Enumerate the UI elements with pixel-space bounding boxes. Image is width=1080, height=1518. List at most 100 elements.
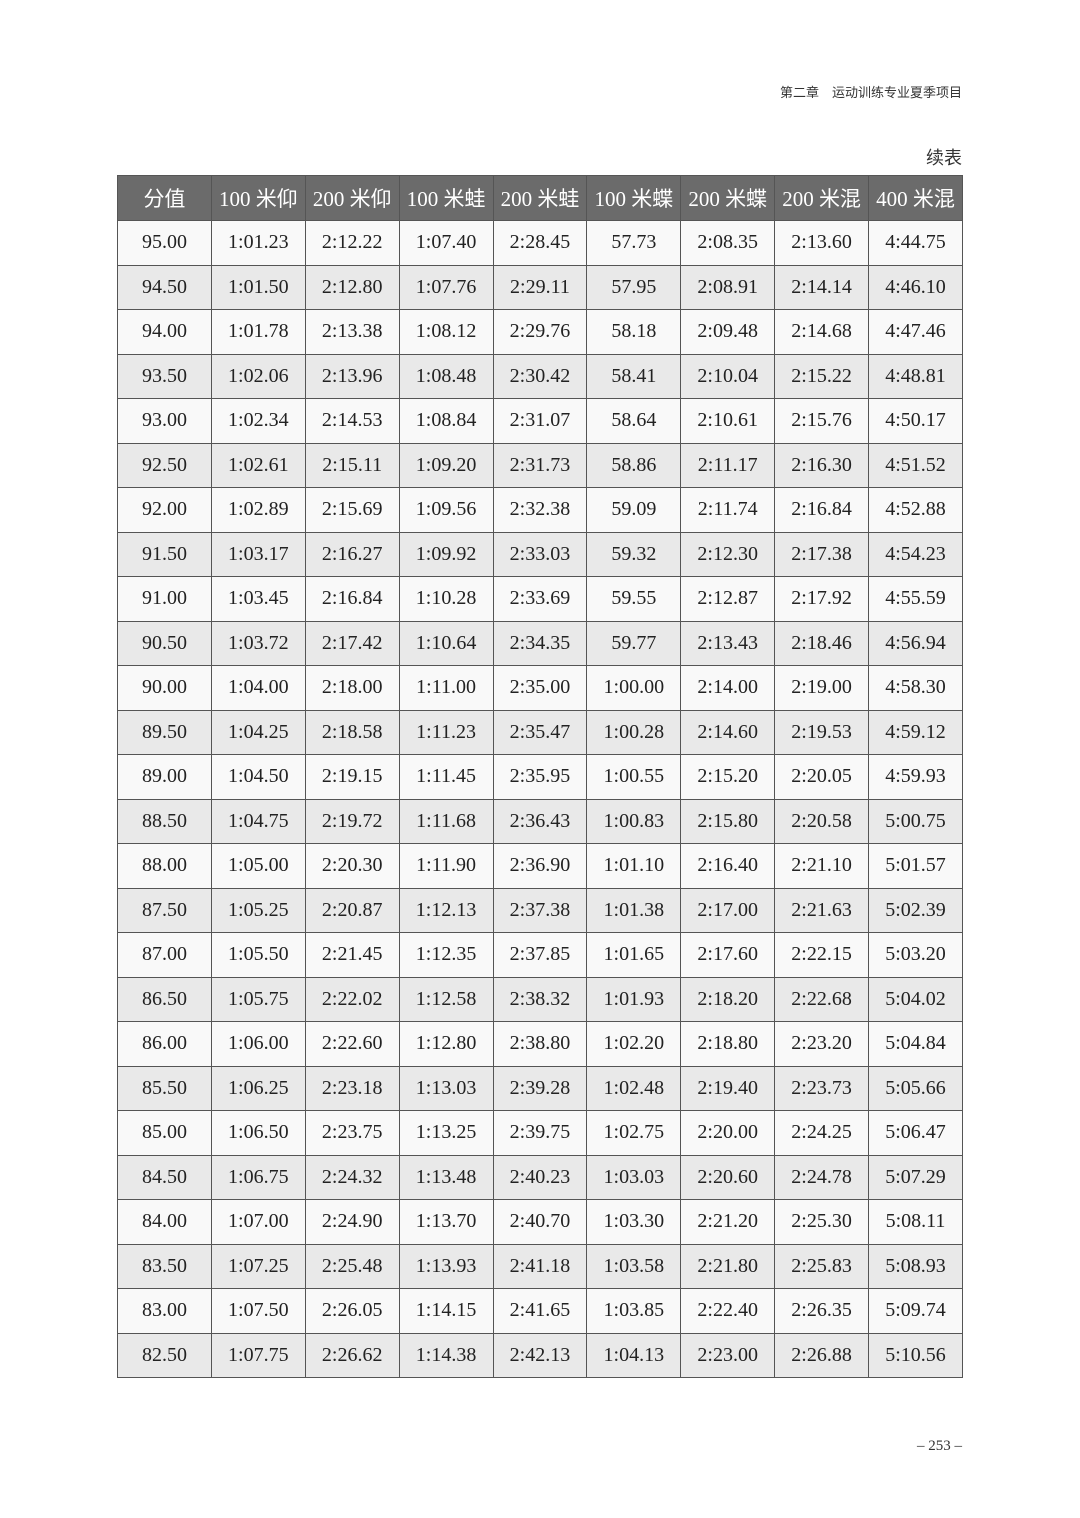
time-cell: 2:32.38	[492, 487, 588, 533]
time-cell: 1:04.25	[210, 709, 306, 755]
time-cell: 2:14.68	[774, 309, 869, 355]
time-cell: 4:55.59	[868, 576, 963, 622]
table-row: 92.50 1:02.61 2:15.11 1:09.20 2:31.73 58.86 2:…	[117, 442, 963, 488]
time-cell: 59.32	[586, 531, 682, 577]
score-cell: 93.50	[117, 353, 212, 399]
time-cell: 4:46.10	[868, 264, 963, 310]
time-cell: 2:24.32	[304, 1154, 400, 1200]
time-cell: 2:17.38	[774, 531, 869, 577]
time-cell: 58.86	[586, 442, 682, 488]
score-cell: 89.50	[117, 709, 212, 755]
time-cell: 2:20.30	[304, 843, 400, 889]
time-cell: 2:18.80	[680, 1021, 776, 1067]
time-cell: 5:09.74	[868, 1288, 963, 1334]
table-row: 89.50 1:04.25 2:18.58 1:11.23 2:35.47 1:00.28…	[117, 709, 963, 755]
table-row: 84.50 1:06.75 2:24.32 1:13.48 2:40.23 1:03.03…	[117, 1154, 963, 1200]
time-cell: 5:10.56	[868, 1332, 963, 1378]
table-row: 90.00 1:04.00 2:18.00 1:11.00 2:35.00 1:00.00…	[117, 665, 963, 711]
time-cell: 59.09	[586, 487, 682, 533]
time-cell: 1:07.25	[210, 1243, 306, 1289]
time-cell: 1:03.30	[586, 1199, 682, 1245]
time-cell: 1:03.58	[586, 1243, 682, 1289]
time-cell: 2:13.60	[774, 220, 869, 266]
time-cell: 1:13.48	[398, 1154, 494, 1200]
time-cell: 5:02.39	[868, 887, 963, 933]
time-cell: 2:24.25	[774, 1110, 869, 1156]
time-cell: 1:02.48	[586, 1065, 682, 1111]
time-cell: 1:13.03	[398, 1065, 494, 1111]
page-number: – 253 –	[917, 1438, 962, 1454]
time-cell: 2:33.69	[492, 576, 588, 622]
time-cell: 1:04.50	[210, 754, 306, 800]
time-cell: 1:03.85	[586, 1288, 682, 1334]
time-cell: 2:11.74	[680, 487, 776, 533]
time-cell: 2:15.69	[304, 487, 400, 533]
time-cell: 2:08.91	[680, 264, 776, 310]
column-header: 200 米蝶	[680, 175, 776, 221]
table-row: 82.50 1:07.75 2:26.62 1:14.38 2:42.13 1:04.13…	[117, 1332, 963, 1378]
time-cell: 2:34.35	[492, 620, 588, 666]
score-cell: 83.50	[117, 1243, 212, 1289]
score-table: 分值 100 米仰 200 米仰 100 米蛙 200 米蛙 100 米蝶 200 米蝶 20…	[117, 175, 963, 1378]
table-row: 90.50 1:03.72 2:17.42 1:10.64 2:34.35 59.77 2:…	[117, 620, 963, 666]
time-cell: 2:15.11	[304, 442, 400, 488]
score-cell: 83.00	[117, 1288, 212, 1334]
time-cell: 58.41	[586, 353, 682, 399]
time-cell: 1:00.55	[586, 754, 682, 800]
time-cell: 2:21.63	[774, 887, 869, 933]
column-header: 200 米仰	[304, 175, 400, 221]
score-cell: 88.00	[117, 843, 212, 889]
time-cell: 2:17.00	[680, 887, 776, 933]
time-cell: 2:12.22	[304, 220, 400, 266]
time-cell: 2:35.95	[492, 754, 588, 800]
time-cell: 1:01.23	[210, 220, 306, 266]
table-header-row: 分值 100 米仰 200 米仰 100 米蛙 200 米蛙 100 米蝶 200 米蝶 20…	[117, 175, 963, 221]
score-cell: 90.00	[117, 665, 212, 711]
column-header: 200 米混	[774, 175, 869, 221]
time-cell: 2:26.05	[304, 1288, 400, 1334]
table-row: 93.50 1:02.06 2:13.96 1:08.48 2:30.42 58.41 2:…	[117, 353, 963, 399]
time-cell: 5:00.75	[868, 798, 963, 844]
time-cell: 2:25.30	[774, 1199, 869, 1245]
time-cell: 1:03.17	[210, 531, 306, 577]
table-row: 83.00 1:07.50 2:26.05 1:14.15 2:41.65 1:03.85…	[117, 1288, 963, 1334]
score-cell: 89.00	[117, 754, 212, 800]
time-cell: 2:22.40	[680, 1288, 776, 1334]
score-cell: 86.50	[117, 976, 212, 1022]
time-cell: 2:36.90	[492, 843, 588, 889]
table-row: 87.50 1:05.25 2:20.87 1:12.13 2:37.38 1:01.38…	[117, 887, 963, 933]
time-cell: 2:10.61	[680, 398, 776, 444]
continued-label: 续表	[926, 148, 962, 168]
time-cell: 2:37.38	[492, 887, 588, 933]
time-cell: 1:03.72	[210, 620, 306, 666]
time-cell: 57.73	[586, 220, 682, 266]
time-cell: 2:19.72	[304, 798, 400, 844]
time-cell: 2:33.03	[492, 531, 588, 577]
time-cell: 1:02.75	[586, 1110, 682, 1156]
time-cell: 2:16.40	[680, 843, 776, 889]
column-header: 100 米蝶	[586, 175, 682, 221]
time-cell: 1:05.75	[210, 976, 306, 1022]
time-cell: 2:30.42	[492, 353, 588, 399]
time-cell: 1:07.40	[398, 220, 494, 266]
time-cell: 2:40.23	[492, 1154, 588, 1200]
time-cell: 2:22.60	[304, 1021, 400, 1067]
column-header: 400 米混	[868, 175, 963, 221]
table-row: 95.00 1:01.23 2:12.22 1:07.40 2:28.45 57.73 2:…	[117, 220, 963, 266]
time-cell: 2:18.58	[304, 709, 400, 755]
time-cell: 2:14.00	[680, 665, 776, 711]
time-cell: 2:19.40	[680, 1065, 776, 1111]
time-cell: 1:06.75	[210, 1154, 306, 1200]
time-cell: 1:08.12	[398, 309, 494, 355]
time-cell: 2:09.48	[680, 309, 776, 355]
table-row: 84.00 1:07.00 2:24.90 1:13.70 2:40.70 1:03.30…	[117, 1199, 963, 1245]
time-cell: 4:56.94	[868, 620, 963, 666]
time-cell: 2:18.00	[304, 665, 400, 711]
time-cell: 4:54.23	[868, 531, 963, 577]
score-cell: 84.00	[117, 1199, 212, 1245]
score-cell: 90.50	[117, 620, 212, 666]
time-cell: 2:20.58	[774, 798, 869, 844]
time-cell: 2:23.73	[774, 1065, 869, 1111]
table-row: 83.50 1:07.25 2:25.48 1:13.93 2:41.18 1:03.58…	[117, 1243, 963, 1289]
table-row: 91.00 1:03.45 2:16.84 1:10.28 2:33.69 59.55 2:…	[117, 576, 963, 622]
